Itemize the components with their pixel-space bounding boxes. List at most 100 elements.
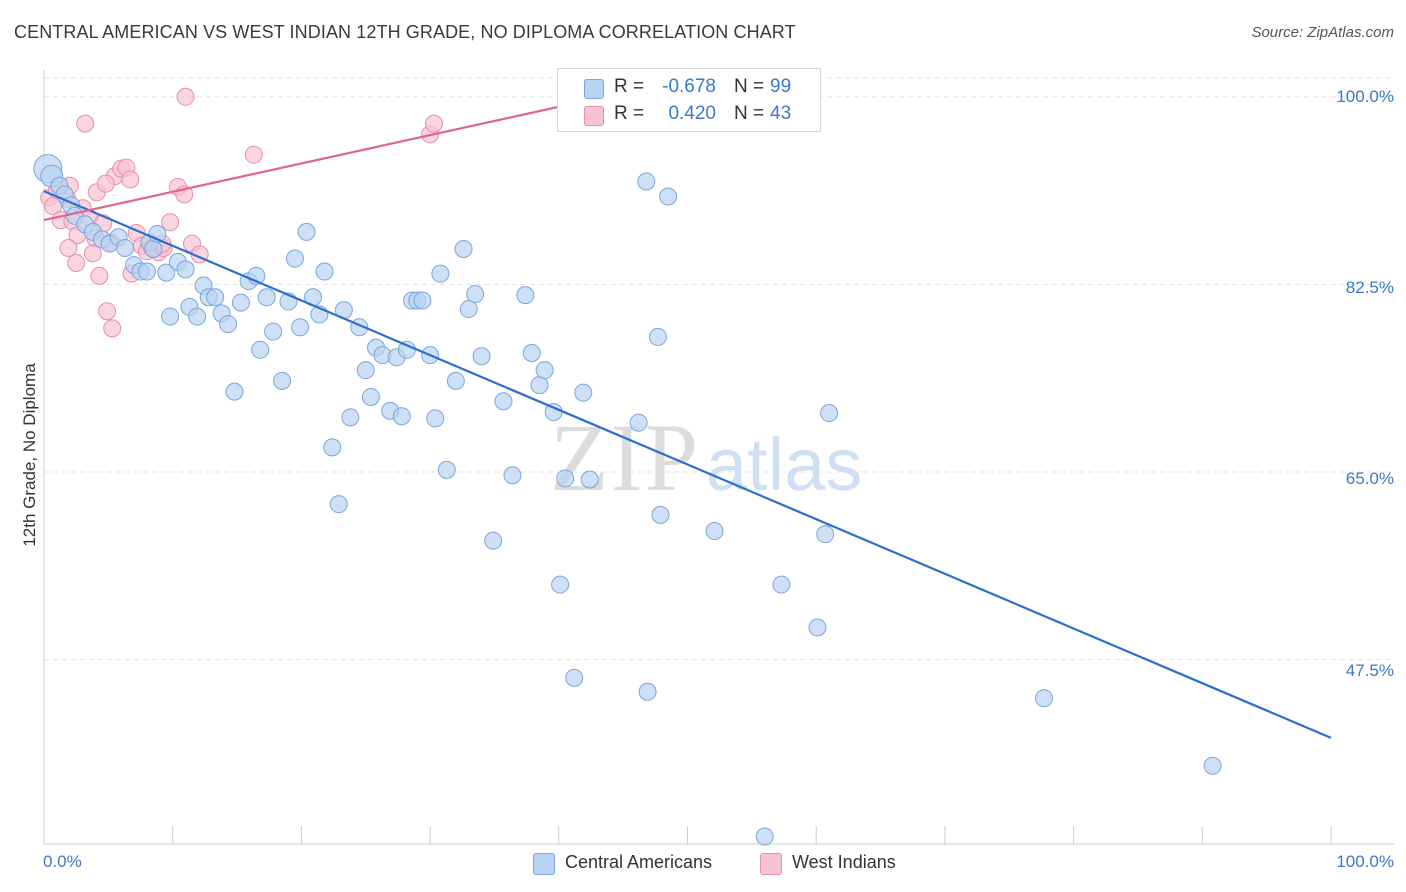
central-americans-point xyxy=(231,293,250,312)
central-americans-point xyxy=(257,288,276,307)
central-americans-point xyxy=(1203,756,1222,775)
west-indians-point xyxy=(244,145,263,164)
central-americans-point xyxy=(556,469,575,488)
trend-lines xyxy=(43,104,1332,739)
central-americans-point xyxy=(648,327,667,346)
central-americans-point xyxy=(629,413,648,432)
central-americans-point xyxy=(341,408,360,427)
central-americans-point xyxy=(503,466,522,485)
legend-label: West Indians xyxy=(792,852,896,872)
legend-row-west-indians: R = 0.420 N = 43 xyxy=(558,101,820,127)
x-tick-label-max: 100.0% xyxy=(1336,852,1394,871)
west-indians-point xyxy=(176,87,195,106)
watermark: ZIP atlas xyxy=(550,404,862,511)
legend-row-central-americans: R = -0.678 N = 99 xyxy=(558,74,820,100)
central-americans-point xyxy=(329,495,348,514)
central-americans-point xyxy=(580,470,599,489)
r-value: 0.420 xyxy=(668,103,716,124)
central-americans-point xyxy=(219,315,238,334)
central-americans-point xyxy=(772,575,791,594)
n-label: N = xyxy=(734,103,765,124)
central-americans-point xyxy=(816,525,835,544)
central-americans-point xyxy=(297,222,316,241)
central-americans-point xyxy=(264,322,283,341)
legend-label: Central Americans xyxy=(565,852,713,872)
west-indians-point xyxy=(90,266,109,285)
y-tick-label: 47.5% xyxy=(1345,661,1394,680)
central-americans-point xyxy=(437,460,456,479)
central-americans-point xyxy=(157,263,176,282)
stats-legend: R = -0.678 N = 99 R = 0.420 N = 43 xyxy=(557,68,821,132)
central-americans-point xyxy=(466,285,485,304)
central-americans-point xyxy=(361,387,380,406)
central-americans-point xyxy=(454,240,473,259)
central-americans-point xyxy=(291,318,310,337)
central-americans-point xyxy=(137,262,156,281)
pink-swatch-icon xyxy=(584,106,604,126)
central-americans-point xyxy=(392,407,411,426)
n-value: 99 xyxy=(770,76,792,97)
central-americans-point xyxy=(651,505,670,524)
x-tick-label-min: 0.0% xyxy=(43,852,82,871)
west-indians-point xyxy=(424,114,443,133)
source-credit: Source: ZipAtlas.com xyxy=(1251,24,1394,41)
central-americans-point xyxy=(755,827,774,846)
central-americans-point xyxy=(144,240,163,259)
central-americans-point xyxy=(356,361,375,380)
central-americans-point xyxy=(431,264,450,283)
central-americans-point xyxy=(522,344,541,363)
n-value: 43 xyxy=(770,103,792,124)
y-tick-label: 65.0% xyxy=(1345,469,1394,488)
central-americans-point xyxy=(446,371,465,390)
central-americans-point xyxy=(188,307,207,326)
central-americans-point xyxy=(413,291,432,310)
central-americans-point xyxy=(315,262,334,281)
central-americans-point xyxy=(426,409,445,428)
central-americans-point xyxy=(535,361,554,380)
west-indians-trendline xyxy=(43,104,566,222)
central-americans-point xyxy=(659,187,678,206)
central-americans-point xyxy=(225,382,244,401)
central-americans-point xyxy=(323,438,342,457)
central-americans-point xyxy=(116,238,135,257)
central-americans-point xyxy=(1034,689,1053,708)
r-label: R = xyxy=(614,103,645,124)
west-indians-point xyxy=(161,213,180,232)
central-americans-point xyxy=(472,347,491,366)
central-americans-point xyxy=(459,300,478,319)
watermark-atlas: atlas xyxy=(706,423,862,506)
west-indians-point xyxy=(103,319,122,338)
y-axis-label: 12th Grade, No Diploma xyxy=(20,363,39,547)
blue-swatch-icon xyxy=(584,79,604,99)
central-americans-point xyxy=(574,383,593,402)
n-label: N = xyxy=(734,76,765,97)
r-value: -0.678 xyxy=(662,76,716,97)
west-indians-point xyxy=(98,302,117,321)
central-americans-point xyxy=(820,404,839,423)
west-indians-point xyxy=(67,253,86,272)
y-tick-label: 82.5% xyxy=(1345,278,1394,297)
central-americans-point xyxy=(251,340,270,359)
central-americans-point xyxy=(705,521,724,540)
central-americans-point xyxy=(808,618,827,637)
central-americans-point xyxy=(494,392,513,411)
central-americans-point xyxy=(176,260,195,279)
central-americans-point xyxy=(530,376,549,395)
y-tick-label: 100.0% xyxy=(1336,87,1394,106)
r-label: R = xyxy=(614,76,645,97)
central-americans-point xyxy=(551,575,570,594)
west-indians-point xyxy=(76,114,95,133)
west-indians-point xyxy=(96,174,115,193)
central-americans-point xyxy=(273,371,292,390)
central-americans-point xyxy=(638,682,657,701)
central-americans-point xyxy=(206,288,225,307)
gridlines xyxy=(44,77,1394,661)
west-indians-point xyxy=(83,244,102,263)
pink-swatch-icon xyxy=(760,853,782,875)
central-americans-point xyxy=(161,307,180,326)
central-americans-point xyxy=(484,531,503,550)
west-indians-point xyxy=(121,170,140,189)
central-americans-point xyxy=(637,172,656,191)
watermark-zip: ZIP xyxy=(550,404,700,511)
